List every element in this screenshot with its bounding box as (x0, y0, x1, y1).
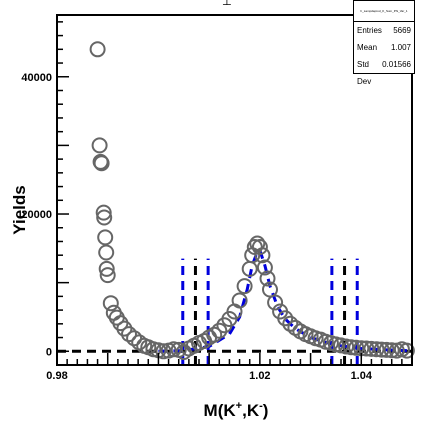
axis-ticks: 0.98 1.02 1.04 0 20000 40000 (21, 21, 413, 382)
data-point (358, 340, 375, 357)
stats-value: 1.007 (390, 43, 411, 52)
y-tick-label: 40000 (21, 72, 52, 84)
data-point (254, 247, 271, 264)
stats-label: Entries (357, 26, 382, 35)
stats-row-entries: Entries 5669 (354, 22, 414, 39)
y-tick-label: 0 (46, 346, 52, 358)
data-point (102, 295, 119, 312)
y-tick-label: 20000 (21, 209, 52, 221)
data-point (93, 155, 110, 172)
x-axis-title: M(K+,K-) (204, 400, 269, 420)
stats-label: Std Dev (357, 60, 372, 86)
data-point (398, 342, 415, 359)
data-point (96, 209, 113, 226)
stats-row-mean: Mean 1.007 (354, 39, 414, 56)
data-point (98, 244, 115, 261)
plot-frame (56, 14, 413, 366)
data-point (343, 339, 360, 356)
plot-marks (57, 41, 415, 365)
data-point (363, 340, 380, 357)
data-point (116, 320, 133, 337)
data-point (121, 326, 137, 343)
data-point (97, 229, 114, 246)
stats-row-stddev: Std Dev 0.01566 (354, 56, 414, 86)
x-tick-label: 1.02 (249, 370, 270, 382)
data-point (126, 330, 143, 347)
data-point (165, 341, 182, 358)
data-point (95, 204, 112, 221)
data-point (155, 343, 172, 360)
top-tick-mark: ┴ (223, 0, 231, 11)
data-point (348, 339, 365, 356)
data-point (231, 292, 248, 309)
data-point (267, 294, 284, 311)
data-point (368, 341, 385, 358)
data-point (99, 267, 116, 284)
x-tick-label: 0.98 (46, 370, 67, 382)
stats-title: h_Lampdaprod_K_Sum_Phi_Var_1 (354, 1, 414, 22)
data-point (236, 278, 253, 295)
data-point (338, 338, 355, 355)
data-point (383, 342, 400, 359)
y-axis-title: Yields (10, 185, 29, 234)
data-point (373, 341, 390, 358)
data-point (211, 322, 228, 339)
stats-value: 0.01566 (382, 60, 411, 69)
data-point (256, 259, 273, 276)
x-tick-label: 1.04 (351, 370, 373, 382)
data-point (98, 260, 115, 277)
fit-line (158, 248, 407, 353)
data-point (91, 137, 108, 154)
data-point (259, 270, 276, 287)
stats-label: Mean (357, 43, 378, 52)
data-point (251, 239, 268, 255)
stats-value: 5669 (393, 26, 411, 35)
data-point (277, 310, 294, 327)
data-point (206, 326, 223, 343)
data-point (282, 315, 299, 332)
stats-box: h_Lampdaprod_K_Sum_Phi_Var_1 Entries 566… (353, 0, 415, 86)
data-point (89, 41, 106, 58)
data-point (378, 341, 395, 358)
